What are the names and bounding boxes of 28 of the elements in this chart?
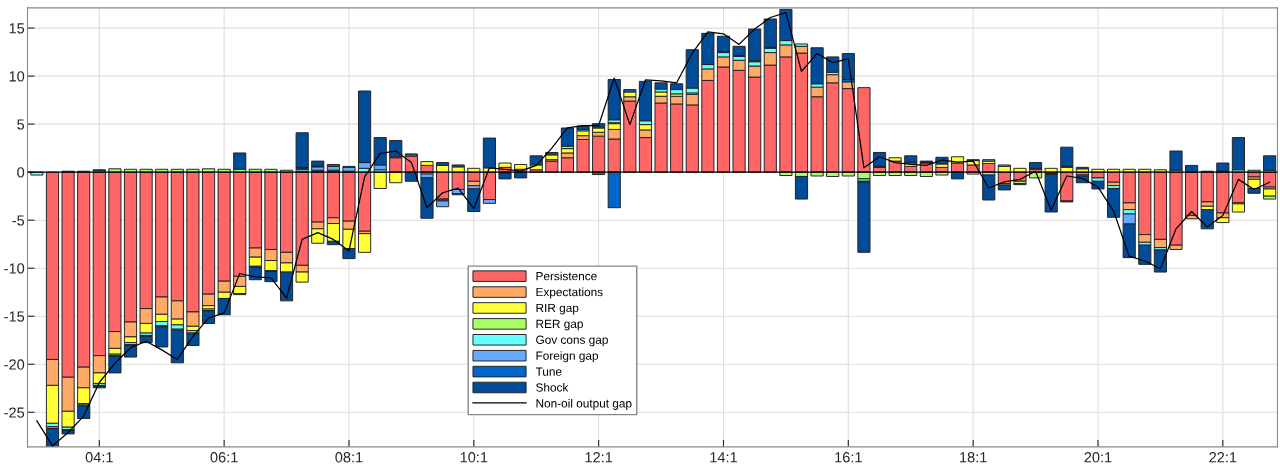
y-tick-label: 15 bbox=[9, 23, 25, 34]
x-tick-label: 10:1 bbox=[460, 452, 488, 463]
legend-label: Expectations bbox=[536, 287, 603, 299]
legend-label: RIR gap bbox=[536, 303, 579, 315]
legend-label: Shock bbox=[536, 382, 569, 392]
x-tick-label: 08:1 bbox=[335, 452, 363, 463]
legend-label: Persistence bbox=[536, 271, 597, 281]
x-tick-label: 04:1 bbox=[85, 452, 113, 463]
legend-label: RER gap bbox=[536, 319, 583, 331]
y-tick-label: 5 bbox=[17, 119, 25, 130]
legend-label: Tune bbox=[535, 367, 562, 376]
legend-label: Non-oil output gap bbox=[536, 398, 632, 410]
y-tick-label: 10 bbox=[9, 71, 25, 82]
x-tick-label: 12:1 bbox=[585, 452, 613, 463]
y-tick-label: -20 bbox=[4, 359, 25, 370]
legend-label: Foreign gap bbox=[536, 351, 599, 363]
y-tick-label: 0 bbox=[17, 167, 25, 178]
x-tick-label: 14:1 bbox=[710, 452, 737, 463]
y-tick-label: -25 bbox=[4, 407, 25, 418]
legend-label: Gov cons gap bbox=[536, 335, 608, 347]
y-tick-label: -5 bbox=[12, 215, 25, 226]
x-tick-label: 06:1 bbox=[210, 452, 238, 463]
x-tick-label: 16:1 bbox=[835, 452, 862, 463]
y-tick-label: -15 bbox=[4, 311, 25, 322]
x-tick-label: 20:1 bbox=[1084, 452, 1112, 463]
y-tick-label: -10 bbox=[4, 263, 25, 274]
x-tick-label: 18:1 bbox=[960, 452, 987, 463]
x-tick-label: 22:1 bbox=[1209, 452, 1237, 463]
